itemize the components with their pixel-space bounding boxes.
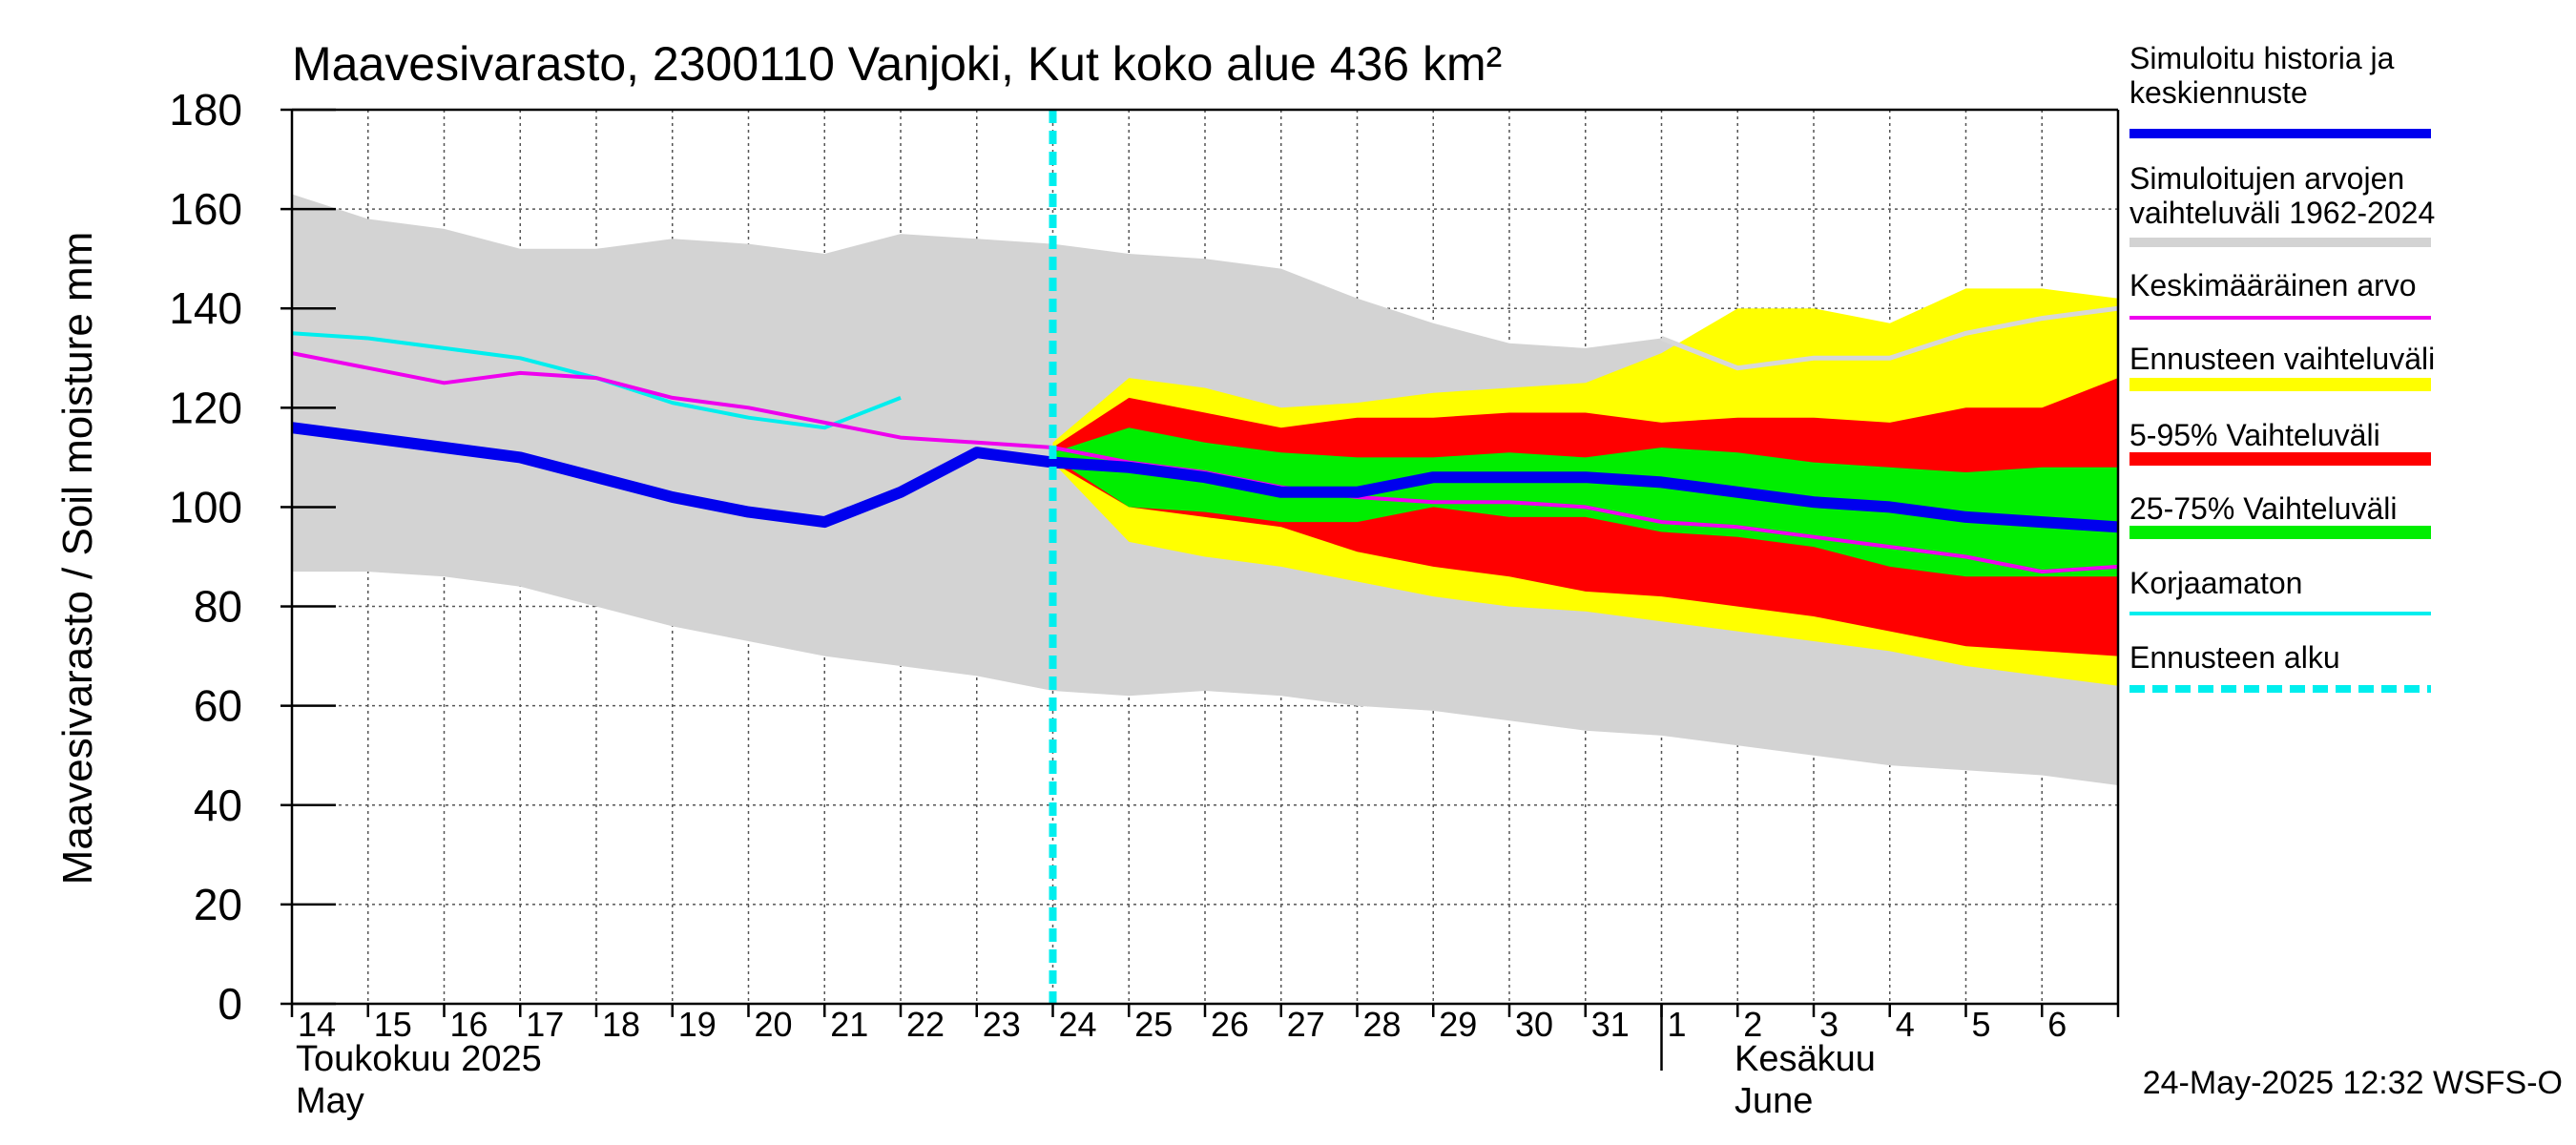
x-tick-label: 27 xyxy=(1287,1005,1325,1044)
y-tick-label: 120 xyxy=(169,383,242,432)
bands-layer xyxy=(292,194,2119,785)
y-tick-label: 100 xyxy=(169,482,242,531)
x-tick-label: 21 xyxy=(830,1005,868,1044)
x-tick-label: 25 xyxy=(1134,1005,1173,1044)
x-tick-label: 20 xyxy=(755,1005,793,1044)
legend-swatch-sim xyxy=(2129,129,2431,138)
x-tick-label: 19 xyxy=(678,1005,717,1044)
legend-label-uncorr: Korjaamaton xyxy=(2129,566,2302,600)
month-label-june-en: June xyxy=(1735,1081,1813,1121)
legend-swatch-uncorr xyxy=(2129,612,2431,615)
x-tick-label: 2 xyxy=(1743,1005,1762,1044)
legend-swatch-p25_75 xyxy=(2129,526,2431,539)
y-tick-label: 0 xyxy=(218,979,242,1029)
x-tick-label: 30 xyxy=(1515,1005,1553,1044)
y-tick-label: 20 xyxy=(194,880,242,929)
x-tick-label: 4 xyxy=(1896,1005,1915,1044)
x-tick-label: 1 xyxy=(1668,1005,1687,1044)
legend-swatch-range xyxy=(2129,238,2431,247)
month-label-june-fi: Kesäkuu xyxy=(1735,1039,1876,1079)
x-tick-label: 16 xyxy=(450,1005,488,1044)
legend-label-fc_range: Ennusteen vaihteluväli xyxy=(2129,342,2435,376)
y-tick-label: 160 xyxy=(169,184,242,234)
simulated-line xyxy=(291,422,2119,533)
y-tick-label: 40 xyxy=(194,781,242,830)
legend-label-sim: keskiennuste xyxy=(2129,75,2308,110)
x-tick-label: 14 xyxy=(298,1005,336,1044)
legend-swatch-p5_95 xyxy=(2129,452,2431,466)
month-label-may-fi: Toukokuu 2025 xyxy=(296,1039,542,1079)
y-tick-label: 80 xyxy=(194,582,242,632)
legend-swatch-fc_range xyxy=(2129,378,2431,391)
month-label-may-en: May xyxy=(296,1081,364,1121)
legend-label-mean: Keskimääräinen arvo xyxy=(2129,268,2417,302)
legend-label-p5_95: 5-95% Vaihteluväli xyxy=(2129,418,2380,452)
percentile-25-75-band xyxy=(1052,427,2118,577)
y-tick-label: 140 xyxy=(169,283,242,333)
y-axis-label: Maavesivarasto / Soil moisture mm xyxy=(54,232,101,885)
x-tick-label: 18 xyxy=(602,1005,640,1044)
legend-swatch-mean xyxy=(2129,316,2431,320)
historical-range-upper-edge xyxy=(1660,305,2119,371)
timestamp: 24-May-2025 12:32 WSFS-O xyxy=(2143,1065,2563,1101)
x-tick-label: 6 xyxy=(2047,1005,2067,1044)
x-tick-label: 5 xyxy=(1972,1005,1991,1044)
x-tick-label: 17 xyxy=(526,1005,564,1044)
x-tick-label: 28 xyxy=(1363,1005,1402,1044)
x-tick-label: 22 xyxy=(906,1005,945,1044)
y-tick-label: 60 xyxy=(194,681,242,731)
legend-label-range: Simuloitujen arvojen xyxy=(2129,161,2404,196)
legend-label-sim: Simuloitu historia ja xyxy=(2129,41,2395,75)
legend-label-p25_75: 25-75% Vaihteluväli xyxy=(2129,491,2397,526)
legend-label-fc_start: Ennusteen alku xyxy=(2129,640,2340,675)
x-tick-label: 3 xyxy=(1819,1005,1839,1044)
x-tick-label: 24 xyxy=(1059,1005,1097,1044)
y-tick-label: 180 xyxy=(169,85,242,135)
lines-layer xyxy=(291,110,2119,1004)
x-tick-label: 29 xyxy=(1439,1005,1477,1044)
x-tick-label: 23 xyxy=(983,1005,1021,1044)
legend-label-range: vaihteluväli 1962-2024 xyxy=(2129,196,2435,230)
x-tick-label: 31 xyxy=(1591,1005,1630,1044)
x-tick-label: 26 xyxy=(1211,1005,1249,1044)
chart-title: Maavesivarasto, 2300110 Vanjoki, Kut kok… xyxy=(292,37,1502,91)
x-tick-label: 15 xyxy=(374,1005,412,1044)
